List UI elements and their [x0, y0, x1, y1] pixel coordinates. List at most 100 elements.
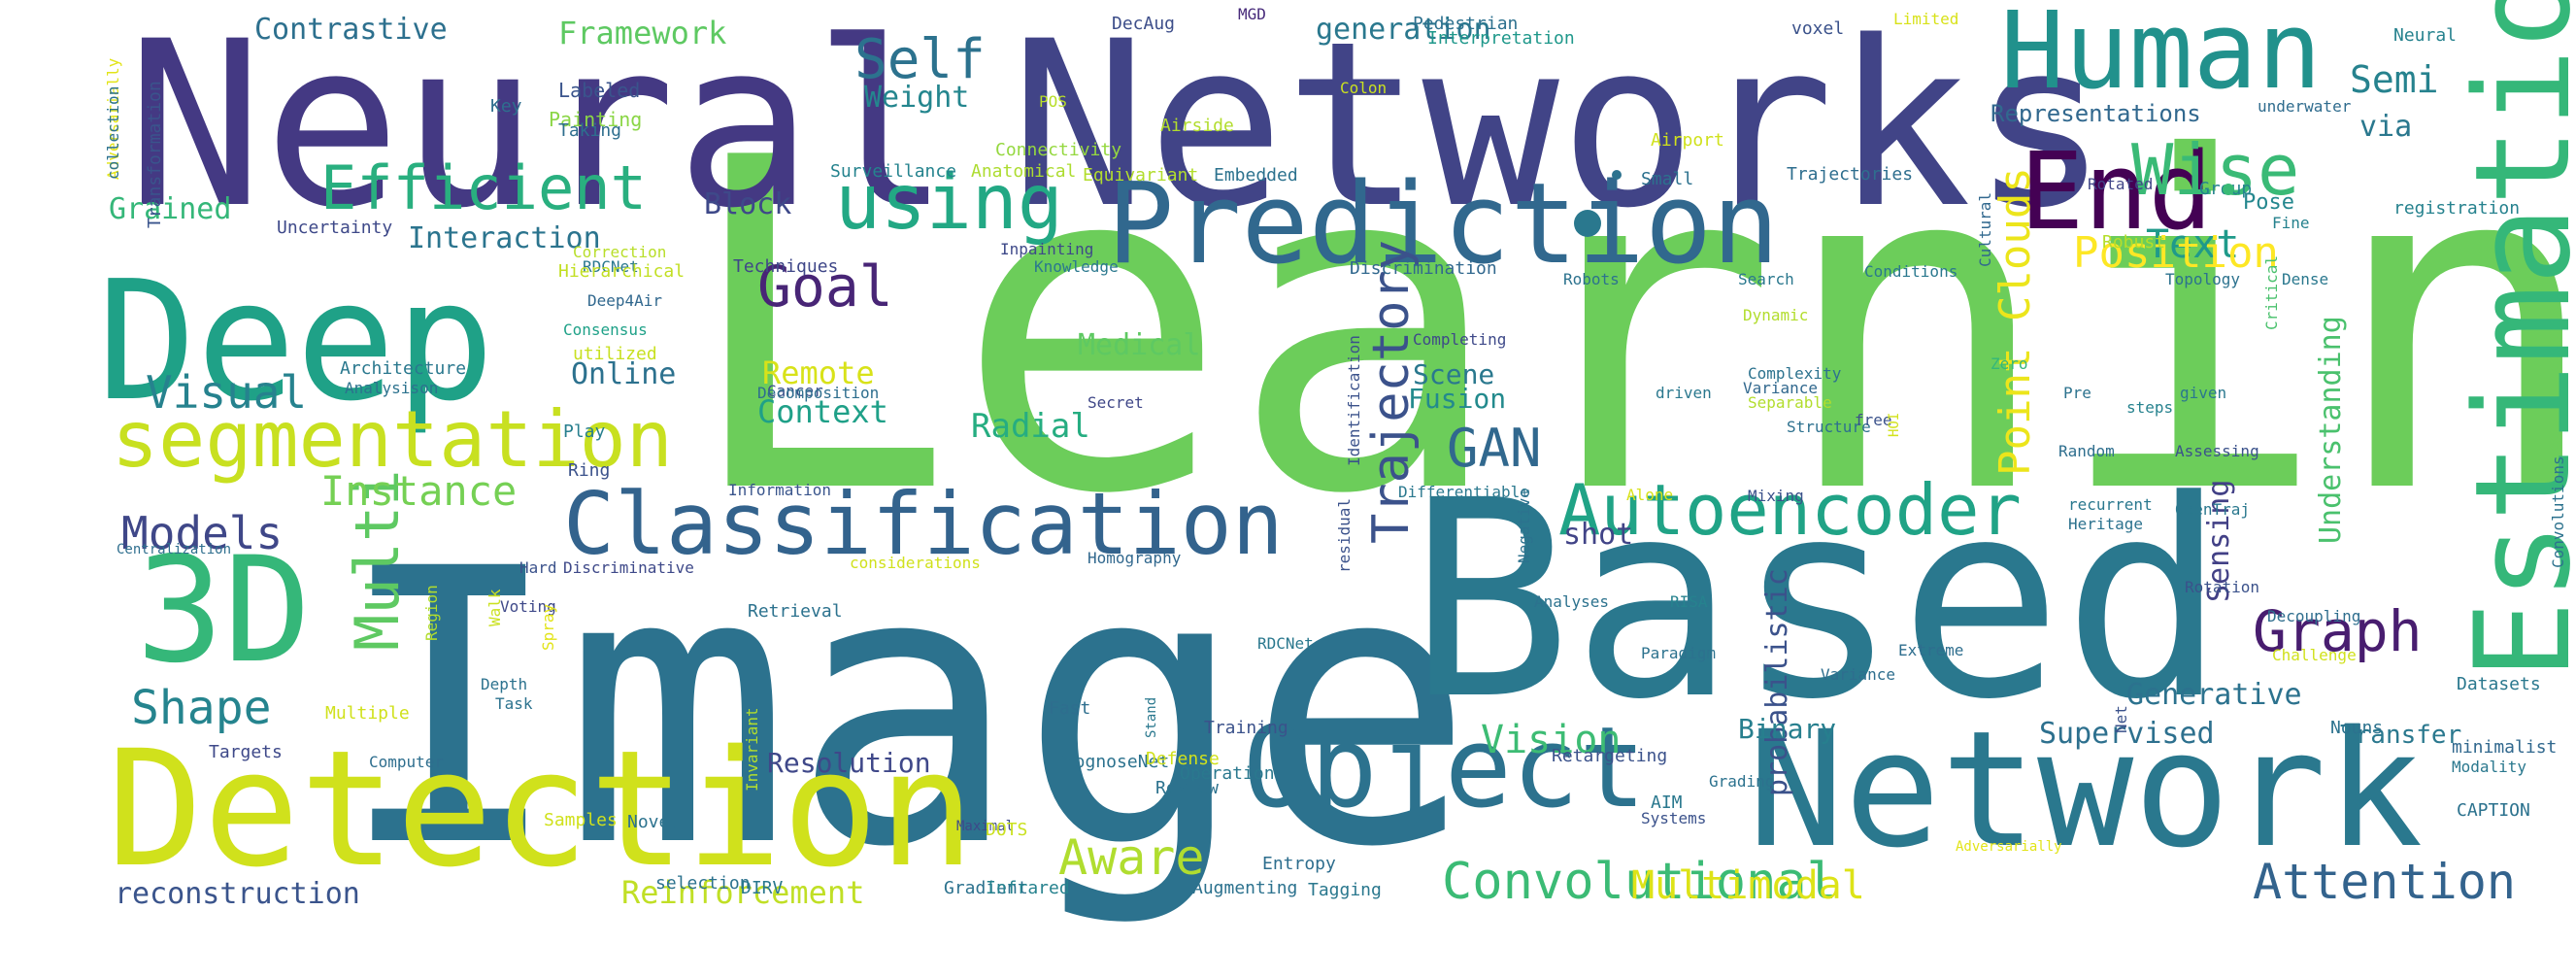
cloud-word: Framework — [558, 15, 726, 51]
cloud-word: Attention — [2253, 854, 2516, 910]
cloud-word: Transformation — [145, 81, 165, 228]
cloud-word: Robots — [1563, 270, 1620, 288]
cloud-word: Negative — [1515, 489, 1533, 563]
cloud-word: Visual — [146, 366, 307, 419]
cloud-word: Computer — [369, 753, 444, 771]
cloud-word: Multimodal — [1631, 863, 1865, 908]
cloud-word: Embedded — [1214, 165, 1298, 185]
cloud-word: Training — [1204, 718, 1288, 738]
cloud-word: Learning — [680, 62, 2576, 593]
cloud-word: residual — [1335, 498, 1354, 573]
cloud-word: driven — [1656, 384, 1712, 402]
cloud-word: considerations — [850, 554, 981, 572]
cloud-word: Autoencoder — [1558, 469, 2022, 551]
cloud-word: Datasets — [2457, 674, 2541, 694]
cloud-word: PrognoseNet — [1054, 752, 1169, 772]
cloud-word: Self — [854, 28, 986, 91]
cloud-word: Techniques — [733, 256, 838, 277]
cloud-word: Scene — [1413, 358, 1494, 390]
cloud-word: Systems — [1641, 809, 1706, 827]
cloud-word: steps — [2126, 398, 2173, 417]
cloud-word: 3D — [136, 526, 312, 695]
cloud-word: Decomposition — [757, 384, 879, 402]
cloud-word: Dynamic — [1743, 306, 1808, 324]
cloud-word: Cancer — [767, 382, 823, 400]
cloud-word: Samples — [544, 810, 618, 830]
cloud-word: DOTS — [986, 820, 1027, 840]
cloud-word: Painting — [549, 108, 642, 131]
cloud-word: Augmenting — [1192, 878, 1297, 898]
cloud-word: Networks — [1010, 0, 2109, 258]
cloud-word: Resolution — [767, 747, 931, 779]
cloud-word: Pedestrian — [1413, 14, 1518, 34]
cloud-word: Limited — [1893, 10, 1958, 28]
cloud-word: Block — [704, 187, 791, 221]
cloud-word: Neural — [126, 0, 951, 258]
cloud-word: Small — [1641, 169, 1693, 189]
cloud-word: Uncertainty — [277, 218, 392, 238]
cloud-word: Key — [490, 96, 522, 117]
cloud-word: Based — [1408, 443, 2226, 759]
cloud-word: Context — [757, 393, 888, 430]
cloud-word: Discriminative — [563, 558, 694, 577]
cloud-word: Centralization — [117, 542, 231, 557]
cloud-word: Consensus — [563, 320, 648, 339]
cloud-word: Voting — [500, 597, 556, 616]
cloud-word: Fine — [2272, 214, 2310, 232]
cloud-word: Correction — [573, 243, 666, 261]
cloud-word: Representations — [1991, 100, 2201, 127]
cloud-word: Weight — [864, 81, 969, 115]
cloud-word: Robust — [2102, 232, 2165, 253]
cloud-word: DecAug — [1112, 14, 1175, 34]
cloud-word: Graph — [2253, 598, 2423, 664]
cloud-word: Hard — [519, 558, 557, 577]
cloud-word: Medical — [1078, 328, 1200, 362]
cloud-word: Rotated — [2088, 175, 2153, 193]
cloud-word: Mixing — [1748, 487, 1804, 505]
cloud-word: Critical — [2262, 255, 2281, 330]
cloud-word: HOI — [1887, 413, 1902, 437]
cloud-word: Efficient — [320, 152, 647, 223]
cloud-word: segmentation — [112, 394, 673, 485]
cloud-word: Secret — [1087, 393, 1144, 412]
cloud-word: Reinforcement — [621, 874, 864, 911]
cloud-word: Radial — [971, 407, 1090, 446]
cloud-word: Entropy — [1262, 854, 1336, 874]
cloud-word: Modality — [2452, 758, 2526, 776]
cloud-word: Interpretation — [1427, 28, 1575, 49]
cloud-word: Binary — [1738, 713, 1836, 745]
cloud-word: Interaction — [408, 221, 601, 255]
cloud-word: Completing — [1413, 330, 1506, 349]
cloud-word: Online — [571, 357, 676, 391]
cloud-word: Ring — [568, 460, 610, 481]
cloud-word: Alone — [1626, 486, 1673, 504]
cloud-word: underwater — [2258, 97, 2352, 116]
cloud-word: Net — [2112, 705, 2130, 733]
cloud-word: Connectivity — [995, 140, 1121, 160]
cloud-word: DIRV — [741, 878, 784, 898]
cloud-word: RDCNet — [583, 257, 639, 276]
cloud-word: Retrieval — [748, 601, 843, 622]
cloud-word: Prediction — [1107, 159, 1779, 289]
cloud-word: Fusion — [1408, 383, 1506, 415]
cloud-word: Convolutions — [2549, 455, 2567, 568]
cloud-word: Vision — [1481, 718, 1622, 762]
cloud-word: Assessing — [2175, 442, 2259, 460]
cloud-word: Invariant — [743, 707, 761, 792]
cloud-word: Wise — [2131, 129, 2299, 211]
cloud-word: Pose — [2243, 190, 2294, 215]
cloud-word: selection — [655, 873, 751, 894]
cloud-word: AIM — [1651, 793, 1683, 813]
cloud-word: Heritage — [2068, 515, 2143, 533]
cloud-word: Conditions — [1864, 262, 1957, 281]
cloud-word: Adversarially — [104, 57, 122, 180]
cloud-word: Deep — [97, 246, 494, 438]
cloud-word: Multiple — [325, 703, 410, 724]
cloud-word: Topology — [2165, 270, 2240, 288]
cloud-word: Differentiable — [1398, 483, 1529, 501]
decorative-dot — [1574, 210, 1601, 237]
cloud-word: Tagging — [1308, 880, 1382, 900]
cloud-word: Identification — [1345, 335, 1363, 466]
cloud-word: Gradient — [944, 878, 1028, 898]
